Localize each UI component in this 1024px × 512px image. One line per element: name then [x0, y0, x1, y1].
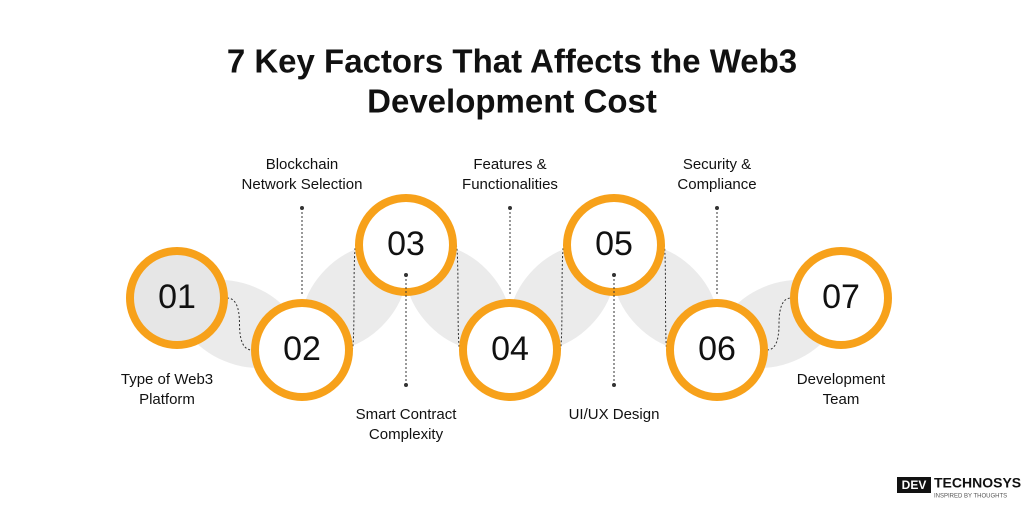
pointer-dot	[404, 383, 408, 387]
dotted-connector	[226, 297, 253, 351]
step-label: Development	[797, 371, 886, 388]
logo: DEV TECHNOSYS INSPIRED BY THOUGHTS	[897, 475, 1021, 500]
pointer-dot	[404, 273, 408, 277]
step-number: 04	[491, 330, 529, 368]
title-line: Development Cost	[367, 83, 657, 120]
step-label: Blockchain	[266, 156, 339, 173]
title-line: 7 Key Factors That Affects the Web3	[227, 43, 797, 80]
dotted-connector	[559, 244, 565, 351]
step-label: Complexity	[369, 426, 444, 443]
dotted-connector	[766, 297, 792, 351]
logo-name: TECHNOSYS	[934, 475, 1021, 491]
step-label: Platform	[139, 391, 195, 408]
step-label: Smart Contract	[356, 406, 458, 423]
step-number: 05	[595, 225, 633, 263]
step-label: Features &	[473, 156, 546, 173]
dotted-connector	[455, 244, 461, 351]
pointer-dot	[612, 273, 616, 277]
logo-box	[897, 477, 931, 493]
pointer-dot	[612, 383, 616, 387]
step-label: UI/UX Design	[569, 406, 660, 423]
step-circle	[666, 299, 768, 401]
step-label: Team	[823, 391, 860, 408]
step-label: Security &	[683, 156, 751, 173]
step-circle	[459, 299, 561, 401]
step-label: Network Selection	[242, 176, 363, 193]
step-number: 07	[822, 278, 860, 316]
pointer-dot	[508, 206, 512, 210]
logo-mark: DEV	[902, 478, 927, 492]
step-number: 02	[283, 330, 321, 368]
step-circle	[251, 299, 353, 401]
step-number: 01	[158, 278, 196, 316]
step-number: 03	[387, 225, 425, 263]
step-label: Functionalities	[462, 176, 558, 193]
logo-tagline: INSPIRED BY THOUGHTS	[934, 494, 1007, 500]
pointer-dot	[715, 206, 719, 210]
step-circle	[126, 247, 228, 349]
step-circle	[790, 247, 892, 349]
step-number: 06	[698, 330, 736, 368]
pointer-dot	[300, 206, 304, 210]
dotted-connector	[351, 244, 357, 351]
step-label: Compliance	[677, 176, 756, 193]
steps: 01 Type of Web3 Platform 02 Blockchain Networ…	[121, 156, 892, 443]
step-label: Type of Web3	[121, 371, 213, 388]
